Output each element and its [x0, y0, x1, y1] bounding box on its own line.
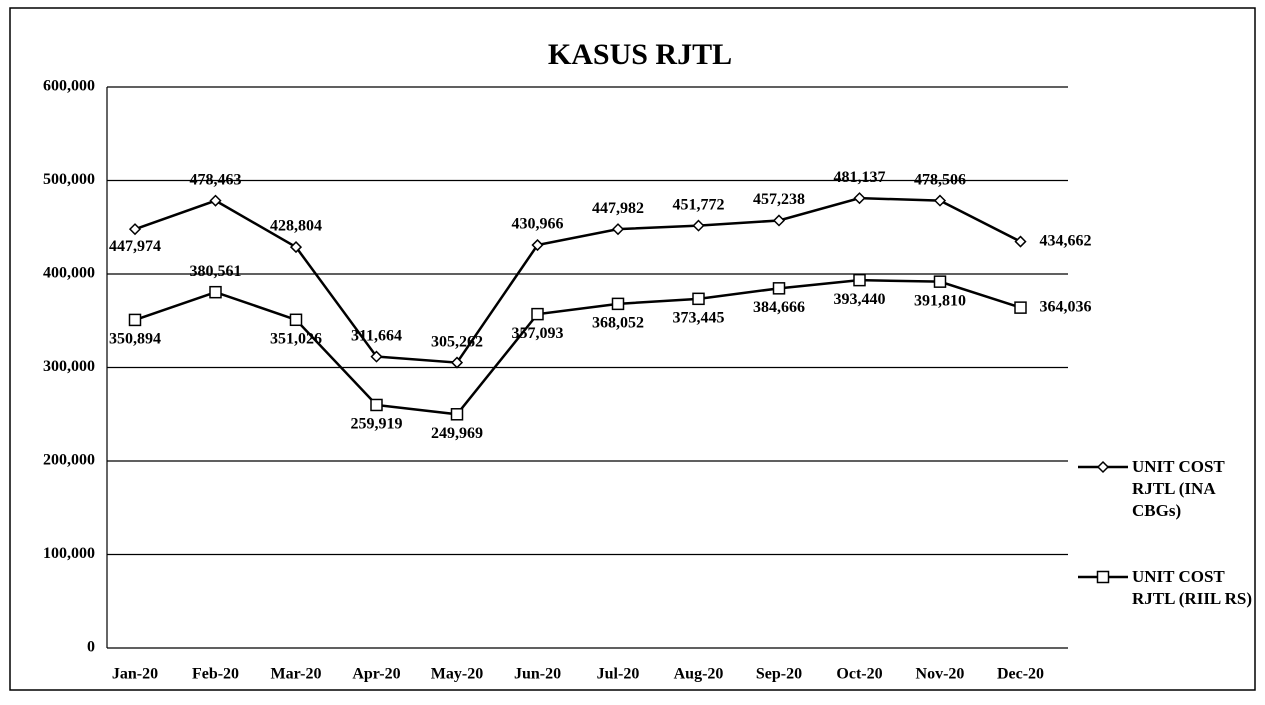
point-marker — [1014, 235, 1027, 248]
legend-label: UNIT COST RJTL (RIIL RS) — [1132, 567, 1252, 608]
x-tick-label: Jun-20 — [514, 666, 561, 683]
point-marker — [772, 214, 786, 227]
data-label: 364,036 — [1040, 298, 1092, 315]
data-label: 457,238 — [753, 191, 805, 208]
point-marker — [209, 194, 222, 207]
series-line — [134, 196, 1022, 364]
x-tick-label: Dec-20 — [997, 666, 1044, 683]
x-tick-label: Feb-20 — [192, 666, 239, 683]
data-label: 393,440 — [834, 291, 886, 308]
data-label: 380,561 — [190, 263, 242, 280]
x-tick-label: Oct-20 — [836, 666, 882, 683]
data-label: 350,894 — [109, 331, 161, 348]
series-line — [134, 278, 1021, 416]
point-marker — [692, 292, 705, 306]
data-label: 249,969 — [431, 425, 483, 442]
data-label: 478,506 — [914, 171, 966, 188]
y-tick-label: 500,000 — [43, 171, 95, 188]
legend-label: UNIT COST RJTL (INA CBGs) — [1132, 457, 1225, 520]
y-tick-label: 300,000 — [43, 358, 95, 375]
x-tick-label: Sep-20 — [756, 666, 802, 683]
data-label: 451,772 — [673, 196, 725, 213]
data-label: 447,974 — [109, 238, 161, 255]
data-label: 305,262 — [431, 333, 483, 350]
data-label: 368,052 — [592, 315, 644, 332]
data-label: 430,966 — [512, 216, 564, 233]
data-label: 434,662 — [1040, 232, 1092, 249]
point-marker — [370, 398, 383, 412]
point-marker — [128, 223, 142, 236]
point-marker — [611, 297, 625, 311]
chart-frame — [9, 7, 1256, 691]
data-label: 259,919 — [351, 416, 403, 433]
x-tick-label: Aug-20 — [674, 666, 724, 683]
point-marker — [370, 350, 383, 363]
point-marker — [450, 408, 464, 421]
legend-marker — [1096, 570, 1110, 584]
x-tick-label: May-20 — [431, 666, 483, 683]
x-tick-label: Jan-20 — [112, 666, 158, 683]
point-marker — [450, 356, 464, 369]
point-marker — [128, 313, 142, 327]
x-tick-label: Mar-20 — [271, 666, 322, 683]
point-marker — [289, 241, 303, 254]
data-label: 481,137 — [834, 169, 886, 186]
y-tick-label: 400,000 — [43, 265, 95, 282]
point-marker — [692, 219, 705, 232]
legend-marker — [1096, 460, 1110, 474]
data-label: 311,664 — [351, 327, 402, 344]
y-tick-label: 600,000 — [43, 78, 95, 95]
x-tick-label: Apr-20 — [352, 666, 400, 683]
data-label: 384,666 — [753, 299, 805, 316]
data-label: 391,810 — [914, 292, 966, 309]
point-marker — [853, 273, 866, 287]
y-tick-label: 0 — [87, 639, 95, 656]
point-marker — [209, 285, 222, 299]
point-marker — [289, 313, 303, 327]
point-marker — [1014, 301, 1027, 314]
point-marker — [531, 238, 544, 252]
point-marker — [853, 192, 866, 205]
point-marker — [933, 275, 947, 288]
chart-title: KASUS RJTL — [548, 38, 732, 71]
x-tick-label: Nov-20 — [916, 666, 965, 683]
point-marker — [531, 307, 544, 321]
data-label: 428,804 — [270, 218, 322, 235]
point-marker — [772, 282, 786, 295]
data-label: 478,463 — [190, 171, 242, 188]
x-tick-label: Jul-20 — [597, 666, 640, 683]
data-label: 351,026 — [270, 330, 322, 347]
data-label: 447,982 — [592, 200, 644, 217]
data-label: 373,445 — [673, 310, 725, 327]
point-marker — [933, 194, 947, 207]
data-label: 357,093 — [512, 325, 564, 342]
y-tick-label: 100,000 — [43, 545, 95, 562]
point-marker — [611, 223, 625, 236]
y-tick-label: 200,000 — [43, 452, 95, 469]
